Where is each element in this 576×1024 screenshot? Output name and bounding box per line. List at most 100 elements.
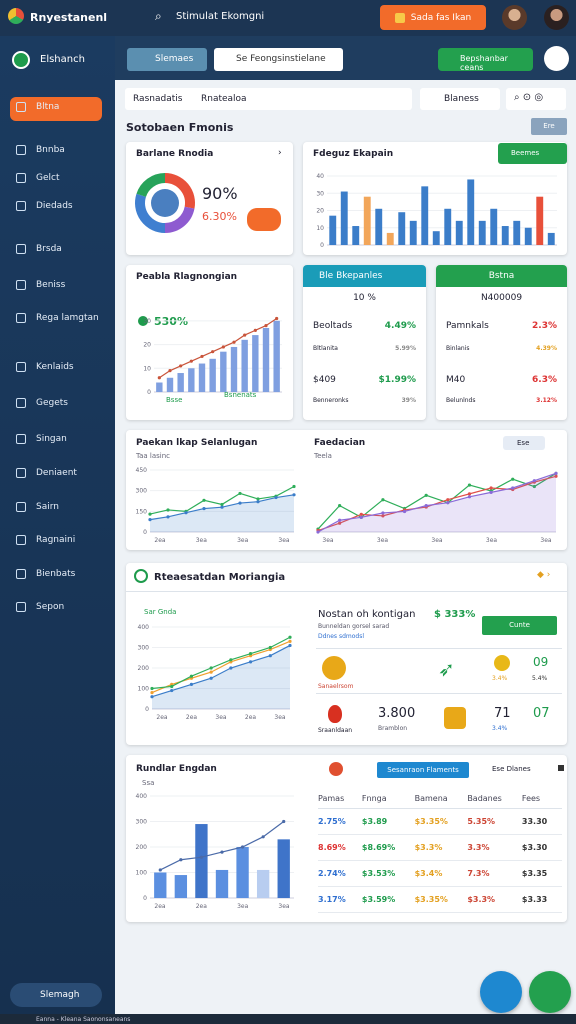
fab[interactable] — [529, 971, 571, 1013]
page-button[interactable]: Ere — [531, 118, 567, 135]
sidebar-item[interactable]: Kenlaids — [16, 362, 74, 372]
sidebar-footer[interactable]: Slemagh — [40, 990, 80, 1000]
row-value: 2.3% — [532, 321, 557, 331]
y-tick-label: 10 — [316, 225, 324, 232]
bar — [421, 186, 429, 245]
bar — [329, 215, 337, 245]
toolbar-button[interactable]: Slemaes — [127, 48, 207, 71]
report-table: Pamas Fnnga Bamena Badanes Fees 2.75% $3.89 $3.… — [318, 790, 562, 913]
search[interactable]: Stimulat Ekomgni — [176, 11, 265, 22]
line — [151, 644, 291, 698]
point — [189, 359, 193, 363]
sidebar-item[interactable]: Gelct — [16, 173, 60, 183]
kpi-value: $ 333% — [434, 609, 476, 620]
tab[interactable]: Rnatealoa — [201, 94, 247, 104]
card-title: Faedacian — [314, 438, 366, 448]
tab-icons[interactable]: ⌕ ⊙ ◎ — [506, 88, 566, 110]
table-cell: $3.35% — [414, 816, 448, 826]
bar — [409, 220, 417, 245]
toolbar-input[interactable]: Se Feongsinstielane — [214, 48, 343, 71]
sidebar-item[interactable]: Sepon — [16, 602, 64, 612]
point — [467, 492, 472, 496]
tab-search[interactable]: Blaness — [420, 88, 500, 110]
bar — [188, 368, 195, 392]
point — [446, 498, 450, 502]
point — [179, 858, 183, 862]
growth-card: Peabla Rlagnongian 530% 0 10 20 30 Bsse Bsn… — [126, 265, 293, 420]
card-title: Fdeguz Ekapain — [313, 149, 394, 159]
sidebar-item[interactable]: Ragnaini — [16, 535, 75, 545]
total: 10 % — [353, 293, 376, 303]
label: Sairn — [36, 502, 59, 512]
point — [211, 350, 215, 354]
bar — [547, 232, 555, 245]
sidebar-item[interactable]: Sairn — [16, 502, 59, 512]
icon — [16, 398, 26, 408]
kpi-link[interactable]: Ddnes sdmodsl — [318, 633, 365, 640]
y-tick-label: 150 — [136, 508, 148, 515]
bar — [262, 327, 270, 392]
y-tick-label: 0 — [147, 389, 151, 395]
point — [424, 504, 428, 508]
label: Kenlaids — [36, 362, 74, 372]
avatar[interactable] — [502, 5, 527, 30]
y-tick-label: 300 — [138, 645, 150, 652]
y-tick-label: 300 — [136, 819, 148, 826]
card-title: Rteaesatdan Moriangia — [154, 572, 286, 583]
point — [424, 493, 428, 497]
report-filter[interactable]: Ese Dlanes — [492, 765, 531, 773]
point — [359, 515, 363, 519]
card-button[interactable]: Beemes — [498, 143, 567, 164]
table-cell: 33.30 — [521, 816, 548, 826]
cta-label: Sada fas Ikan — [410, 12, 472, 23]
point — [166, 508, 170, 512]
table-row: 3.17% $3.59% $3.35% $3.3% $3.33 — [318, 886, 562, 912]
bar — [215, 869, 229, 898]
cta-button[interactable]: Sada fas Ikan — [380, 5, 486, 30]
icon — [16, 280, 26, 290]
sidebar-item[interactable]: Brsda — [16, 244, 62, 254]
sidebar-item[interactable]: Bienbats — [16, 569, 75, 579]
tabs: Rasnadatis Rnatealoa — [125, 88, 412, 110]
avatar[interactable] — [544, 5, 569, 30]
point — [338, 518, 342, 522]
icon — [444, 707, 466, 729]
sidebar-item[interactable]: Singan — [16, 434, 67, 444]
report-button[interactable]: Sesanraon Flaments — [377, 762, 469, 778]
sidebar-item[interactable]: Deniaent — [16, 468, 77, 478]
bar — [375, 208, 383, 245]
row-label: Belunlnds — [446, 397, 476, 404]
point — [168, 369, 172, 373]
card-title: Barlane Rnodia — [136, 149, 214, 159]
row-label: Beoltads — [313, 321, 353, 331]
sidebar-item[interactable]: Beniss — [16, 280, 65, 290]
chevron[interactable]: › — [278, 148, 282, 158]
toolbar-action[interactable]: Bepshanbar ceans — [438, 48, 533, 72]
sidebar-item[interactable]: Gegets — [16, 398, 68, 408]
header-cell: Fnnga — [361, 794, 387, 804]
pill[interactable]: Ese — [503, 436, 545, 450]
icon — [16, 434, 26, 444]
sidebar-item[interactable]: Rega lamgtan — [16, 313, 99, 323]
bar — [352, 226, 360, 245]
sidebar-item[interactable]: Diedads — [16, 201, 73, 211]
report-chart: 0 100 200 300 400 2ea 2ea 3ea 3ea — [136, 793, 294, 910]
card-header: Ble Bkepanles — [303, 265, 426, 287]
kpi-button[interactable]: Cunte — [482, 616, 557, 635]
pill[interactable] — [247, 208, 281, 231]
y-tick-label: 400 — [136, 793, 148, 800]
cta-icon — [394, 12, 405, 23]
sidebar-item[interactable]: Bnnba — [16, 145, 65, 155]
tab[interactable]: Rasnadatis — [133, 94, 183, 104]
point — [157, 376, 161, 380]
point — [200, 354, 204, 359]
sidebar-item[interactable]: Bltna — [16, 102, 59, 112]
point — [511, 486, 515, 490]
y-tick-label: 300 — [136, 488, 148, 495]
y-tick-label: 400 — [138, 624, 150, 631]
sidebar-footer-bg — [10, 983, 102, 1007]
user-button[interactable] — [544, 46, 569, 71]
card-title: Rundlar Engdan — [136, 764, 217, 774]
fab[interactable] — [480, 971, 522, 1013]
y-tick-label: 10 — [143, 365, 151, 372]
